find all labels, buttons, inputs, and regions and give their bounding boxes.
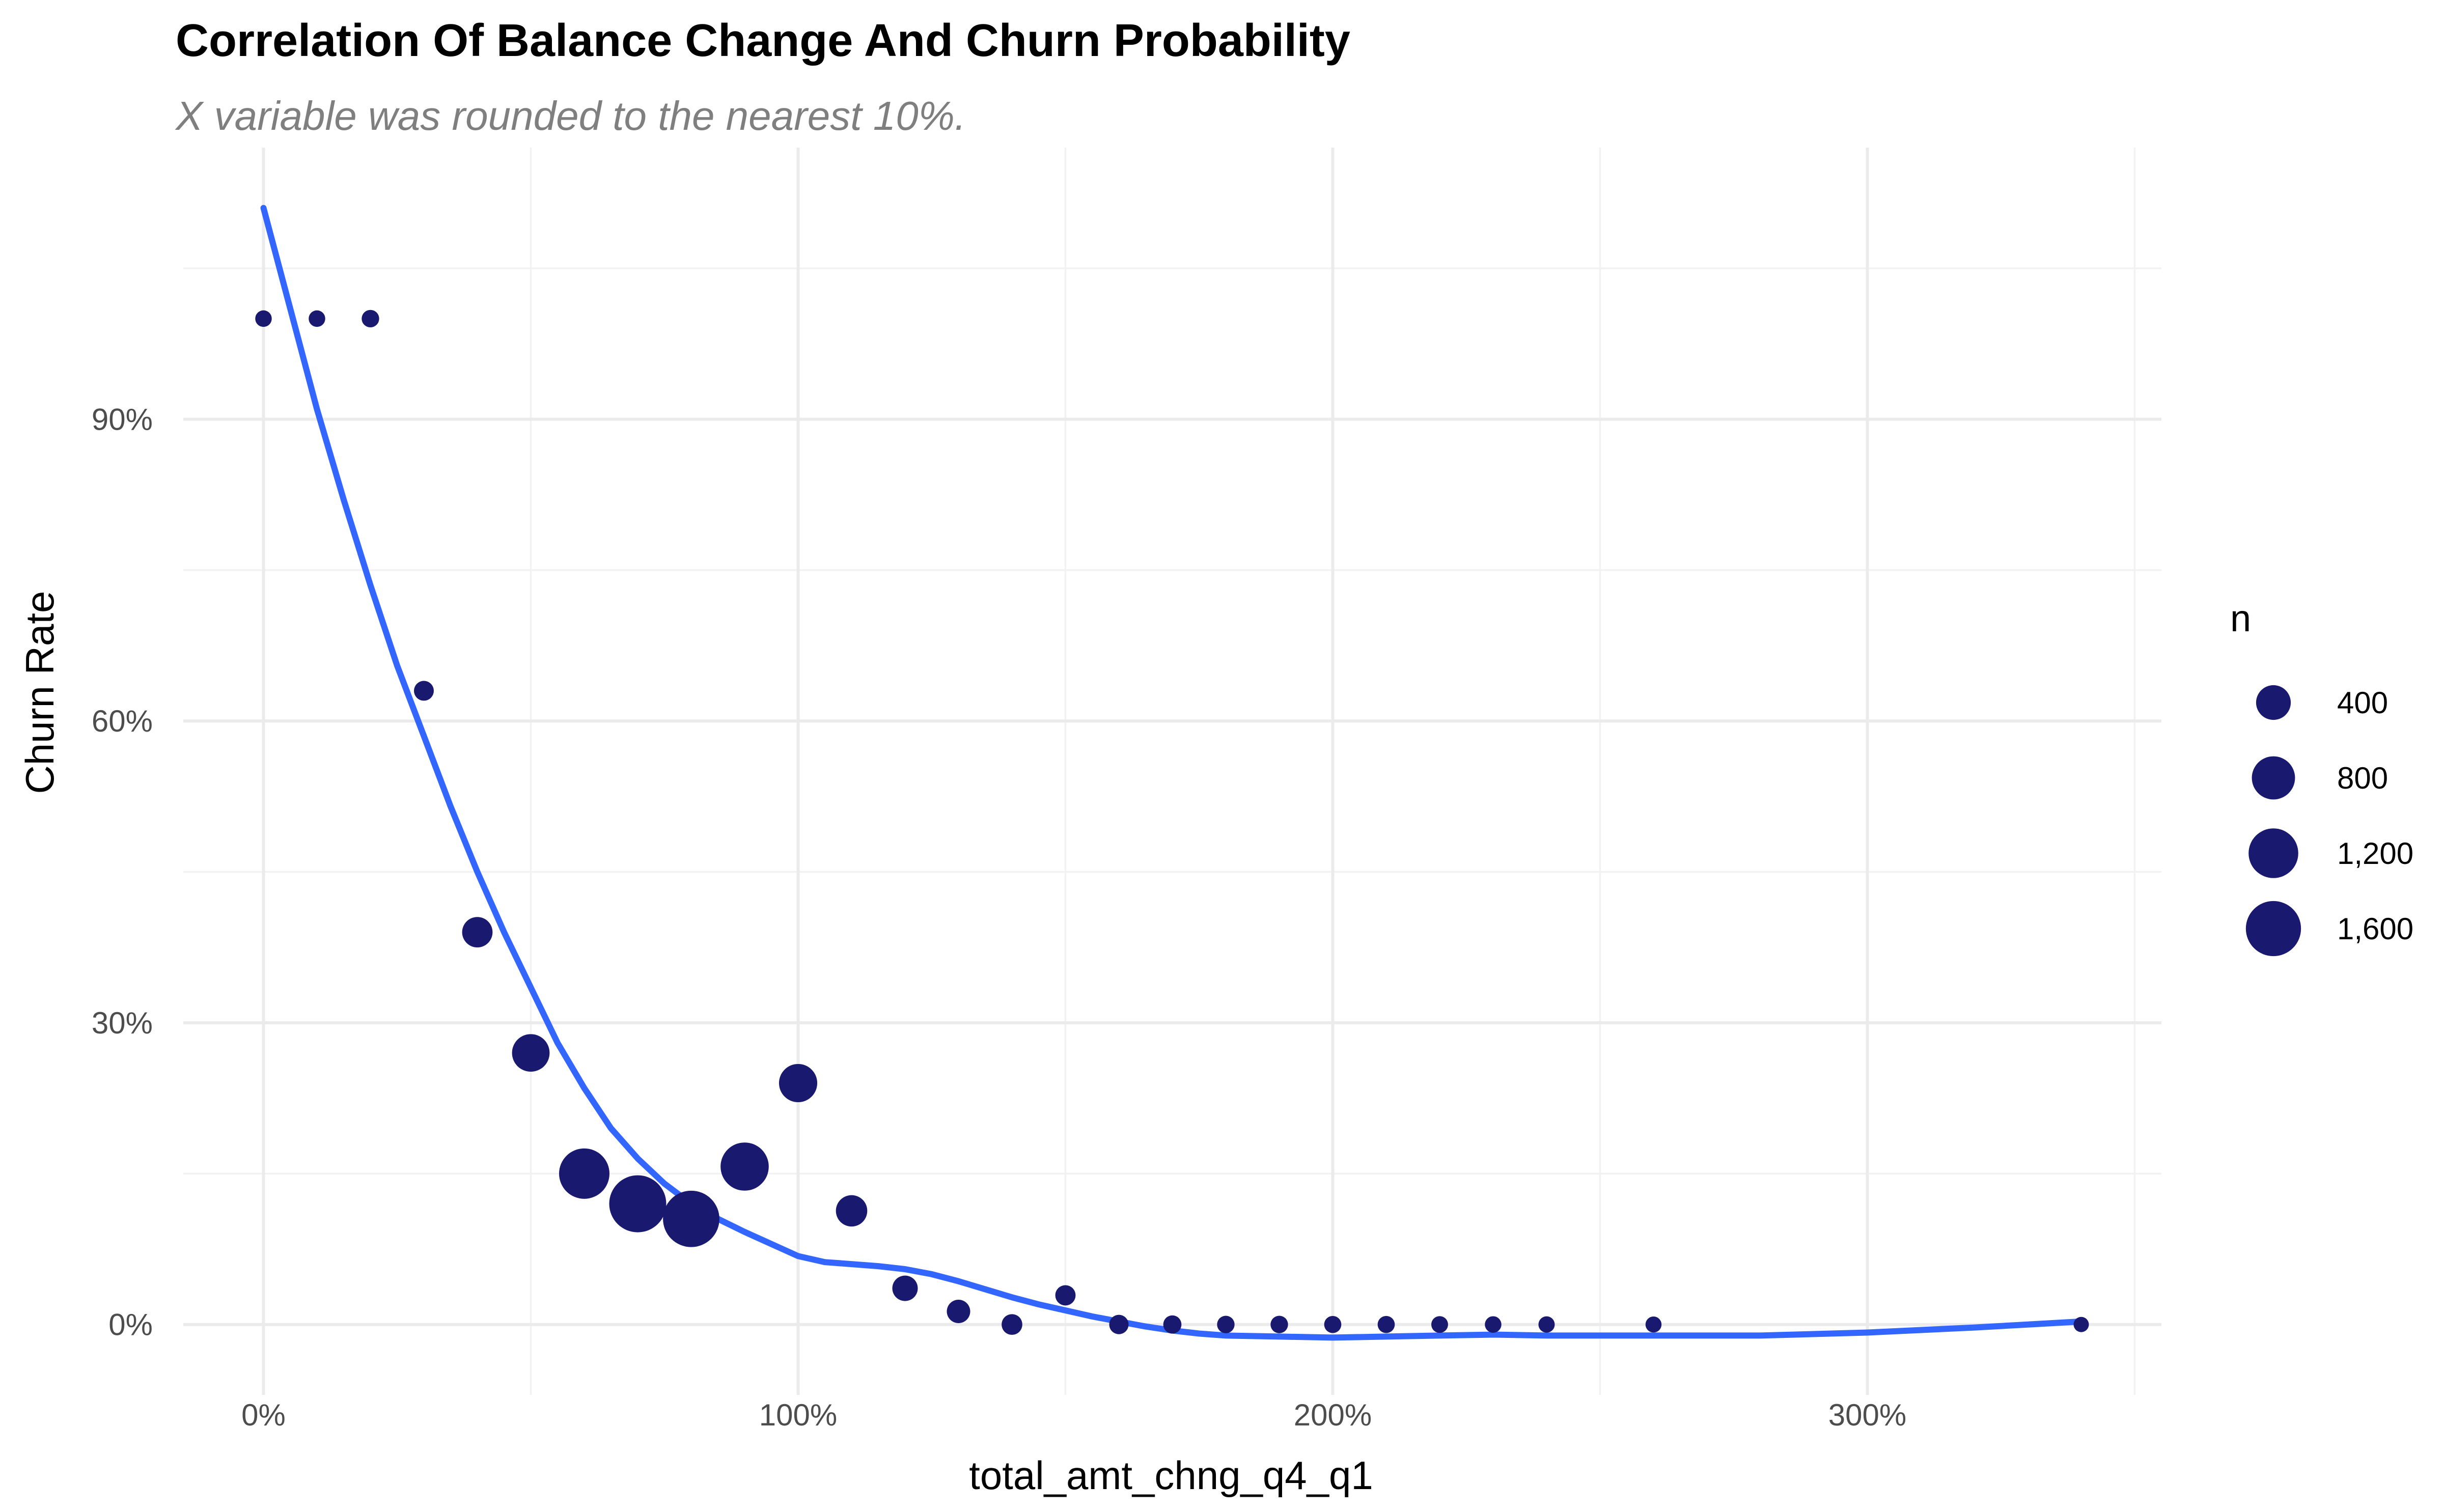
x-tick-label: 0% [241, 1398, 286, 1432]
data-point [255, 310, 272, 327]
x-tick-label: 100% [759, 1398, 837, 1432]
legend-label: 1,200 [2337, 836, 2413, 871]
legend-label: 800 [2337, 761, 2388, 795]
data-point [362, 310, 379, 328]
legend-key [2248, 828, 2298, 878]
data-point [1270, 1315, 1288, 1333]
data-point [559, 1148, 609, 1199]
data-point [1002, 1314, 1022, 1335]
size-legend: n 400 800 1,200 1,600 [2230, 597, 2413, 957]
data-point [1538, 1316, 1555, 1333]
data-point [609, 1175, 666, 1233]
data-point [309, 310, 325, 327]
data-point [2073, 1317, 2089, 1332]
data-point [1055, 1285, 1076, 1306]
data-point [836, 1195, 868, 1227]
y-axis-tick-labels: 0% 30% 60% 90% [92, 402, 153, 1341]
legend-key [2256, 685, 2291, 720]
data-point [414, 681, 434, 701]
data-point [1217, 1315, 1235, 1333]
data-point [1163, 1315, 1182, 1334]
y-axis-title: Churn Rate [17, 591, 62, 794]
legend-label: 400 [2337, 686, 2388, 720]
y-tick-label: 60% [92, 704, 153, 738]
data-point [1485, 1316, 1502, 1333]
major-gridlines [183, 148, 2161, 1395]
data-point [1431, 1316, 1448, 1333]
legend-key [2252, 756, 2295, 800]
y-tick-label: 30% [92, 1006, 153, 1040]
legend-title: n [2230, 597, 2251, 639]
data-point [947, 1300, 970, 1323]
data-point [663, 1190, 719, 1247]
x-axis-tick-labels: 0% 100% 200% 300% [241, 1398, 1906, 1432]
data-point [462, 917, 493, 948]
smooth-trend-line [260, 205, 2085, 1341]
data-points [255, 310, 2089, 1335]
data-point [892, 1275, 918, 1301]
data-point [1377, 1315, 1395, 1333]
data-point [720, 1142, 769, 1191]
data-point [512, 1034, 550, 1072]
x-axis-title: total_amt_chng_q4_q1 [969, 1453, 1373, 1498]
chart-subtitle: X variable was rounded to the nearest 10… [175, 93, 966, 138]
minor-gridlines [183, 148, 2161, 1395]
data-point [779, 1063, 818, 1103]
smooth-line-layer [260, 205, 2085, 1341]
data-point [1324, 1315, 1342, 1333]
x-tick-label: 300% [1828, 1398, 1906, 1432]
x-tick-label: 200% [1294, 1398, 1372, 1432]
legend-items: 400 800 1,200 1,600 [2245, 685, 2413, 957]
legend-label: 1,600 [2337, 912, 2413, 946]
chart-title: Correlation Of Balance Change And Churn … [176, 15, 1350, 66]
y-tick-label: 0% [108, 1308, 153, 1342]
data-point [1645, 1316, 1662, 1333]
y-tick-label: 90% [92, 402, 153, 436]
data-point [1109, 1314, 1129, 1334]
legend-key [2245, 901, 2301, 957]
